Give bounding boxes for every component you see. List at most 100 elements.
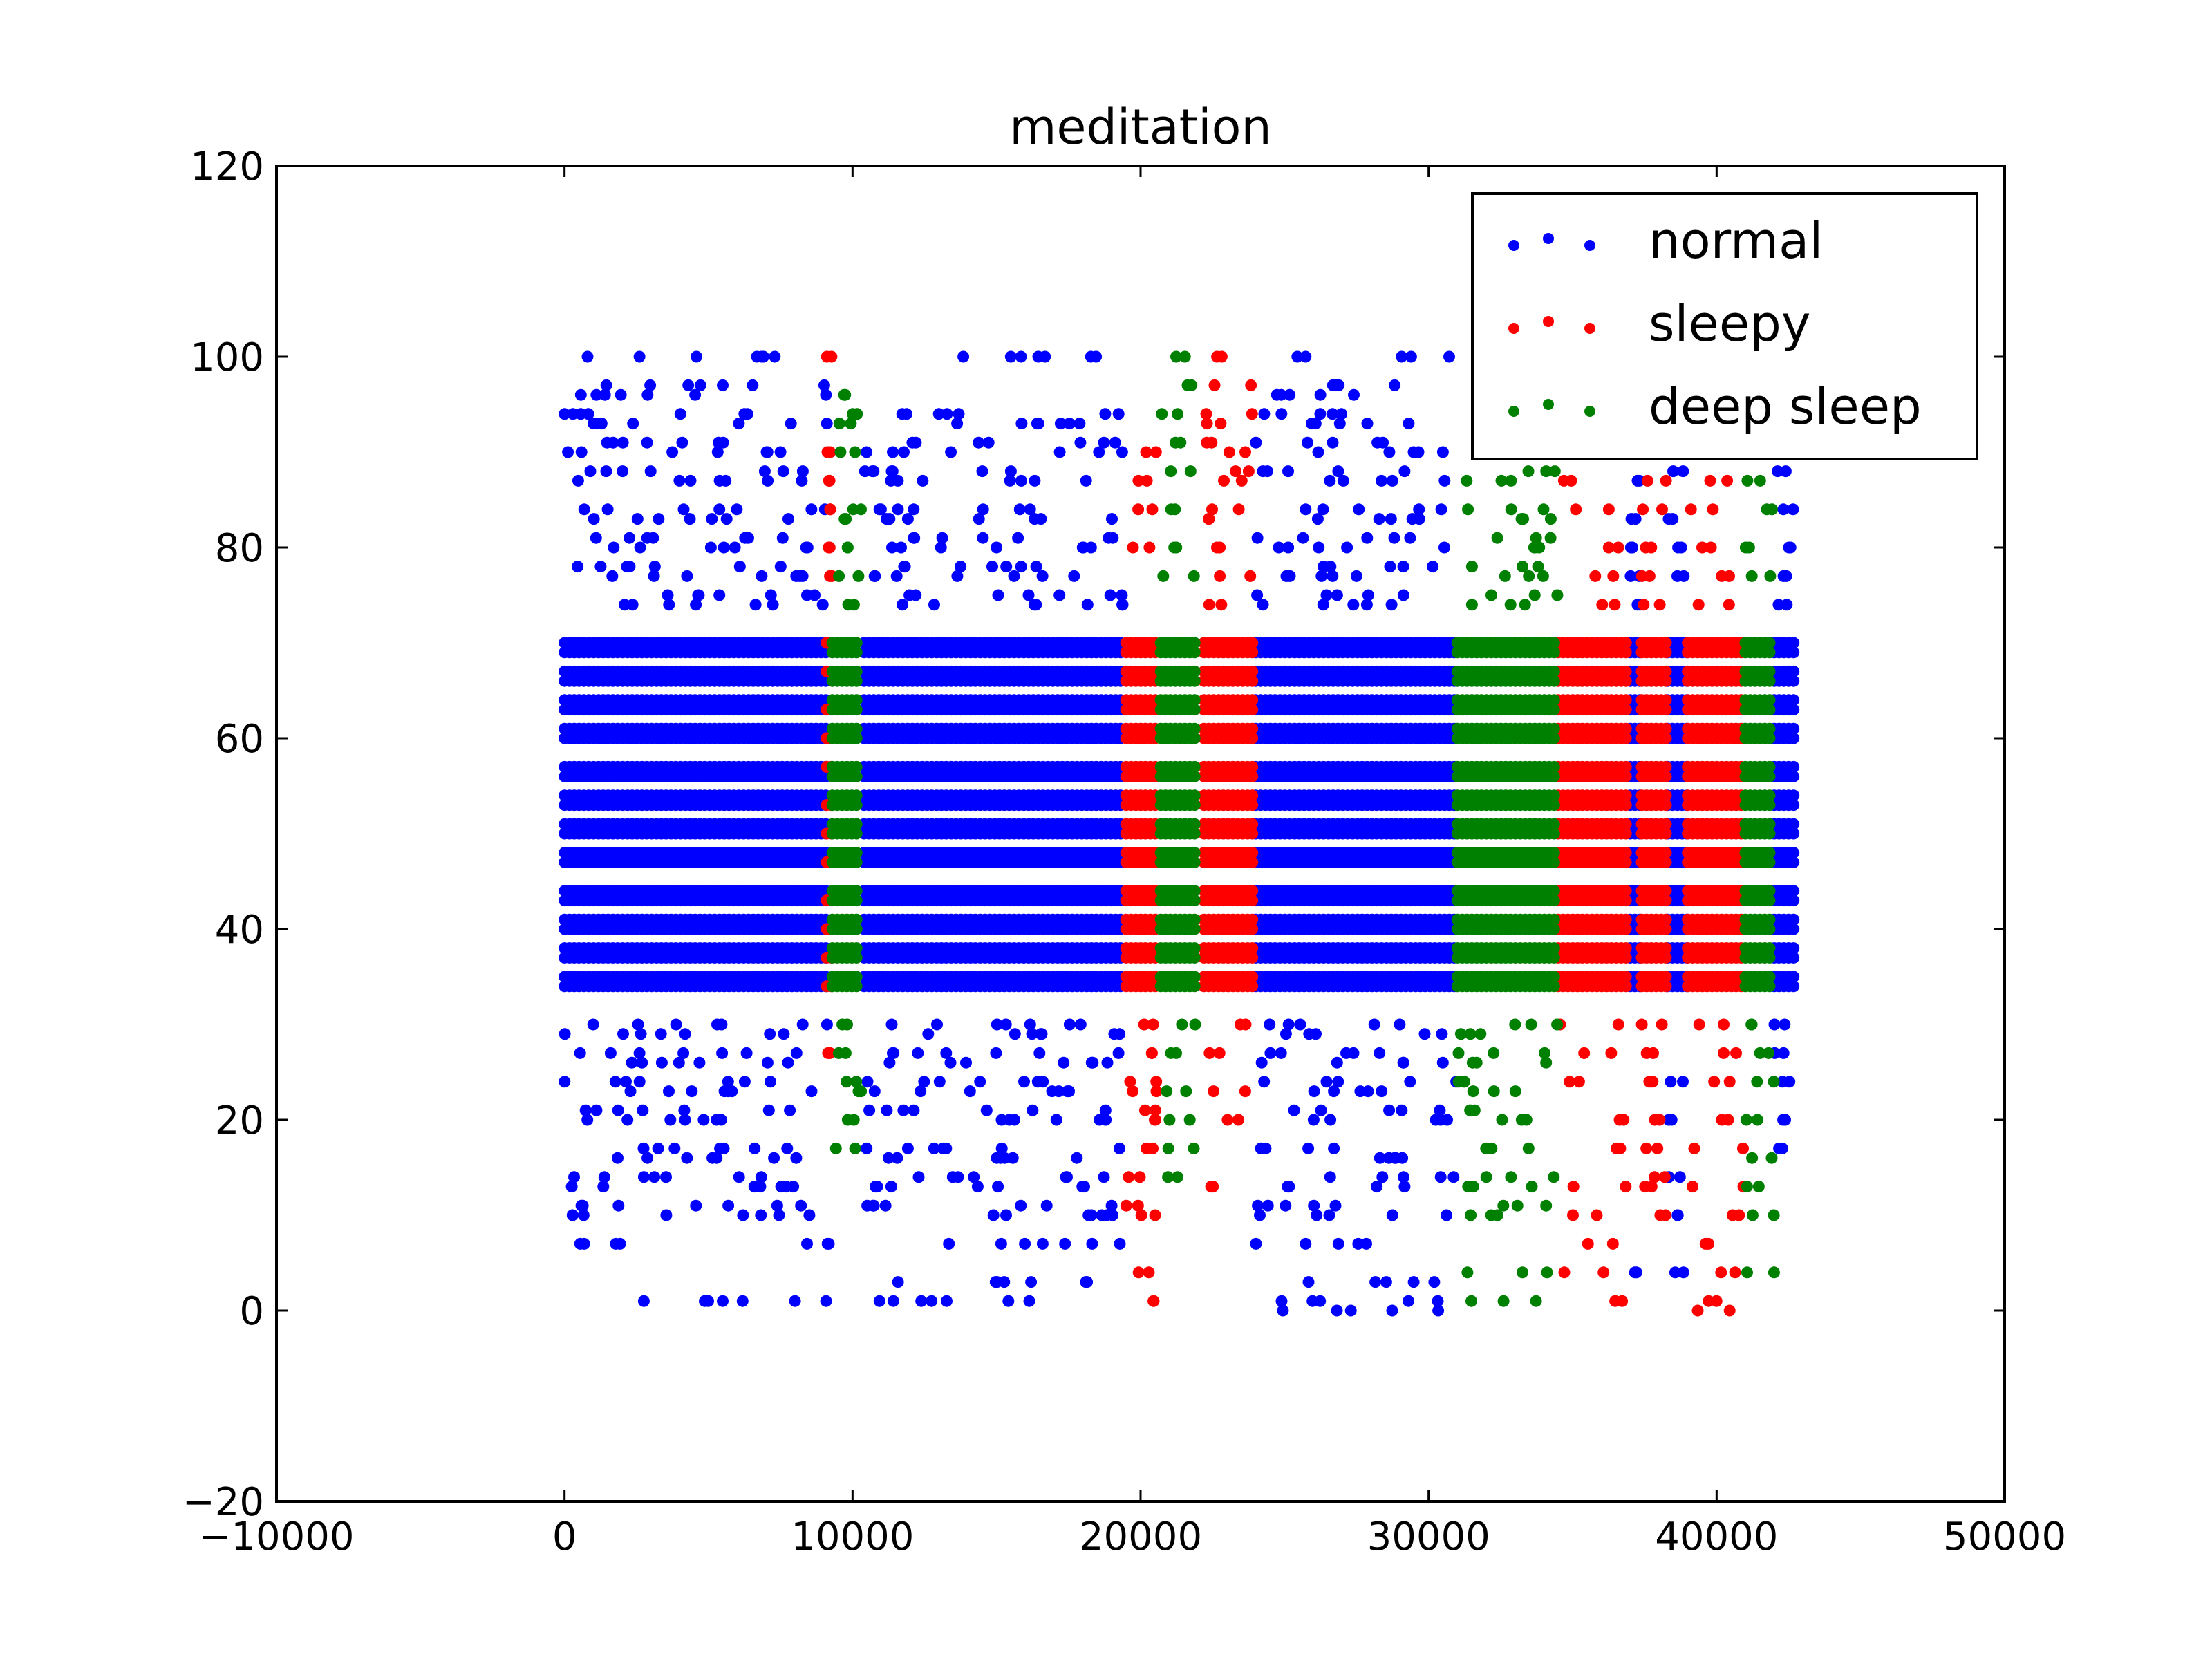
point-normal bbox=[1380, 1276, 1392, 1288]
point-normal bbox=[1275, 1295, 1288, 1307]
point-normal bbox=[662, 589, 674, 601]
point-normal bbox=[664, 1114, 677, 1126]
point-normal bbox=[624, 532, 636, 544]
point-normal bbox=[898, 446, 910, 458]
point-sleepy bbox=[1150, 1076, 1163, 1088]
point-normal bbox=[1436, 1028, 1448, 1040]
point-normal bbox=[1396, 1152, 1409, 1164]
point-normal bbox=[1324, 1114, 1337, 1126]
point-normal bbox=[1389, 379, 1401, 391]
point-sleepy bbox=[1145, 1047, 1158, 1059]
point-normal bbox=[1082, 1209, 1095, 1221]
point-normal bbox=[637, 1295, 650, 1307]
point-sleepy bbox=[1147, 1018, 1159, 1031]
point-sleepy bbox=[1139, 1104, 1151, 1116]
point-normal bbox=[1624, 541, 1637, 554]
points-layer bbox=[559, 350, 1800, 1317]
point-normal bbox=[762, 474, 774, 487]
point-normal bbox=[1317, 503, 1329, 516]
point-normal bbox=[992, 589, 1004, 601]
point-normal bbox=[641, 388, 654, 401]
point-normal bbox=[1059, 1237, 1071, 1250]
point-normal bbox=[1030, 599, 1042, 611]
point-normal bbox=[1376, 1171, 1389, 1183]
point-normal bbox=[612, 1104, 624, 1116]
point-normal bbox=[621, 561, 633, 573]
point-normal bbox=[1284, 570, 1296, 582]
point-normal bbox=[648, 561, 661, 573]
point-normal bbox=[684, 474, 697, 487]
point-normal bbox=[790, 570, 803, 582]
point-sleepy bbox=[1120, 1199, 1132, 1212]
point-normal bbox=[1427, 561, 1439, 573]
point-normal bbox=[1398, 1171, 1409, 1183]
point-normal bbox=[686, 1085, 698, 1098]
point-normal bbox=[1385, 513, 1397, 525]
point-normal bbox=[1312, 446, 1324, 458]
point-normal bbox=[912, 1047, 924, 1059]
point-normal bbox=[641, 532, 653, 544]
point-normal bbox=[782, 1056, 794, 1069]
point-normal bbox=[610, 1237, 622, 1250]
point-normal bbox=[670, 1018, 682, 1031]
point-normal bbox=[612, 1152, 624, 1164]
point-normal bbox=[606, 570, 619, 582]
point-normal bbox=[1264, 1047, 1277, 1059]
point-normal bbox=[1076, 1181, 1089, 1193]
point-normal bbox=[690, 1199, 702, 1212]
point-normal bbox=[1629, 513, 1642, 525]
point-normal bbox=[887, 1047, 899, 1059]
point-normal bbox=[722, 1199, 735, 1212]
point-normal bbox=[1347, 599, 1360, 611]
point-sleepy bbox=[1132, 474, 1145, 487]
point-normal bbox=[1665, 1076, 1677, 1088]
point-sleepy bbox=[1146, 503, 1159, 516]
point-normal bbox=[1388, 532, 1400, 544]
point-normal bbox=[1377, 436, 1389, 449]
point-normal bbox=[636, 1056, 648, 1069]
point-normal bbox=[1788, 971, 1800, 983]
point-normal bbox=[1320, 589, 1333, 601]
point-normal bbox=[1015, 1199, 1027, 1212]
point-normal bbox=[1436, 1056, 1449, 1069]
point-normal bbox=[1404, 532, 1416, 544]
point-normal bbox=[1258, 1076, 1271, 1088]
point-normal bbox=[886, 541, 898, 554]
point-normal bbox=[782, 513, 794, 525]
point-normal bbox=[1081, 599, 1094, 611]
point-normal bbox=[995, 1237, 1007, 1250]
point-normal bbox=[1302, 1142, 1315, 1154]
point-normal bbox=[1397, 561, 1409, 573]
point-normal bbox=[644, 465, 657, 478]
point-normal bbox=[1788, 789, 1800, 802]
point-normal bbox=[1777, 1114, 1790, 1126]
point-normal bbox=[1397, 1056, 1409, 1069]
point-normal bbox=[765, 589, 777, 601]
point-normal bbox=[1074, 418, 1086, 430]
point-normal bbox=[1394, 1018, 1406, 1031]
point-normal bbox=[604, 1047, 617, 1059]
point-normal bbox=[995, 1142, 1008, 1154]
point-normal bbox=[1033, 1047, 1046, 1059]
point-normal bbox=[601, 436, 613, 449]
point-normal bbox=[754, 1181, 767, 1193]
point-normal bbox=[1085, 350, 1097, 363]
point-normal bbox=[869, 570, 881, 582]
point-normal bbox=[1012, 532, 1024, 544]
point-normal bbox=[1071, 1152, 1083, 1164]
point-normal bbox=[990, 1047, 1002, 1059]
point-normal bbox=[617, 465, 629, 478]
point-normal bbox=[1436, 446, 1449, 458]
point-normal bbox=[761, 446, 774, 458]
point-normal bbox=[653, 513, 665, 525]
point-normal bbox=[1308, 1199, 1320, 1212]
point-normal bbox=[608, 541, 620, 554]
point-normal bbox=[1331, 589, 1343, 601]
point-normal bbox=[1788, 942, 1800, 955]
point-normal bbox=[1275, 388, 1287, 401]
point-normal bbox=[1773, 1142, 1785, 1154]
point-normal bbox=[1053, 589, 1066, 601]
point-normal bbox=[1032, 418, 1044, 430]
point-normal bbox=[1106, 513, 1118, 525]
point-normal bbox=[620, 1076, 632, 1088]
